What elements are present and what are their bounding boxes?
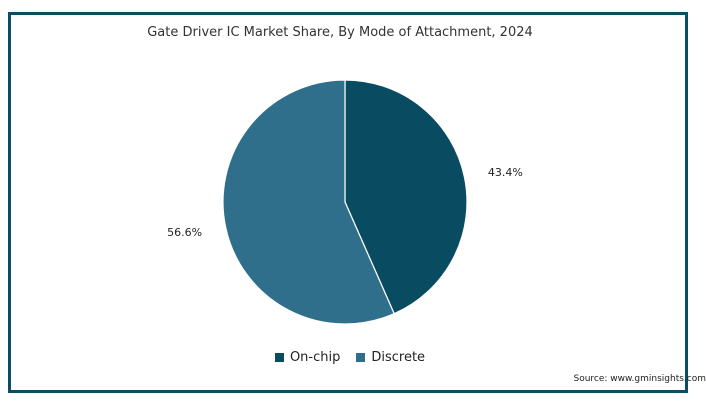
legend-item-on-chip: On-chip xyxy=(274,350,341,365)
legend-label-discrete: Discrete xyxy=(371,350,426,365)
pie-slices xyxy=(222,79,468,325)
legend-item-discrete: Discrete xyxy=(356,350,425,365)
data-label-on-chip: 43.4% xyxy=(488,166,523,179)
chart-title: Gate Driver IC Market Share, By Mode of … xyxy=(147,25,533,40)
pie-slice-on-chip xyxy=(344,79,468,315)
chart-legend: On-chip Discrete xyxy=(0,350,700,365)
legend-label-on-chip: On-chip xyxy=(289,350,341,365)
pie-labels: 43.4% 56.6% xyxy=(167,166,523,239)
source-note: Source: www.gminsights.com xyxy=(573,374,706,384)
legend-swatch-discrete xyxy=(356,353,366,362)
legend-swatch-on-chip xyxy=(274,353,284,362)
pie-slice-discrete xyxy=(222,79,395,325)
data-label-discrete: 56.6% xyxy=(167,226,202,239)
